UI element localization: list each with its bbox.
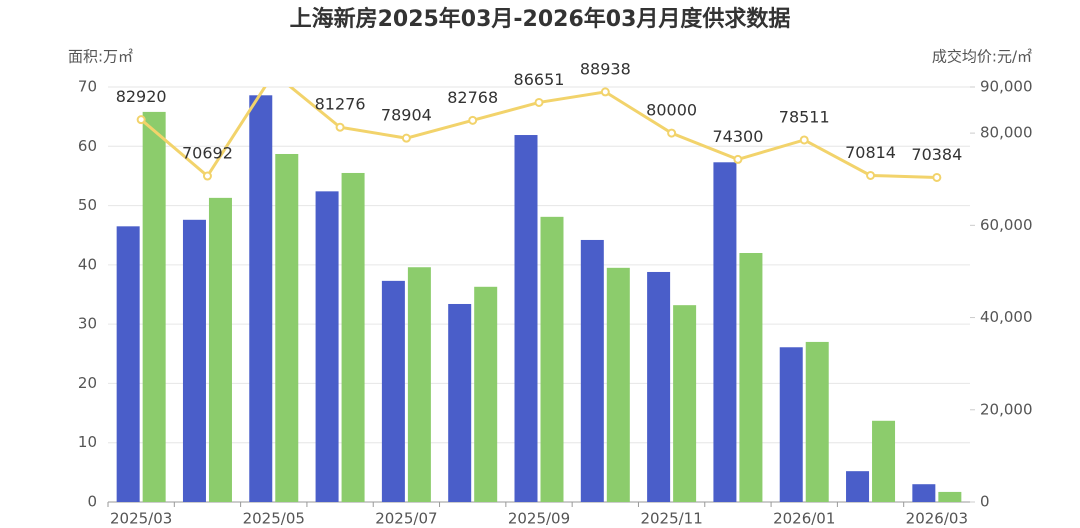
data-label: 74300 xyxy=(712,127,763,146)
bar xyxy=(116,226,140,503)
bar xyxy=(182,219,206,503)
x-tick-label: 2025/07 xyxy=(375,510,437,528)
line-point xyxy=(733,154,743,164)
data-label: 70814 xyxy=(845,143,896,162)
bar xyxy=(846,471,870,502)
x-tick-label: 2025/05 xyxy=(243,510,305,528)
line-point xyxy=(799,135,809,145)
line-point xyxy=(667,128,677,138)
line-point xyxy=(932,172,942,182)
y2-tick-label: 20,000 xyxy=(980,400,1033,418)
data-label: 88938 xyxy=(580,59,631,78)
bar xyxy=(407,267,431,502)
bar xyxy=(448,303,472,502)
bar xyxy=(805,341,829,502)
y2-tick-label: 80,000 xyxy=(980,124,1033,142)
data-label: 81276 xyxy=(315,95,366,114)
x-tick-label: 2025/03 xyxy=(110,510,172,528)
chart-title: 上海新房2025年03月-2026年03月月度供求数据 xyxy=(290,6,791,32)
bar xyxy=(474,286,498,502)
line-point xyxy=(534,97,544,107)
data-label: 78904 xyxy=(381,106,432,125)
y-tick-label: 60 xyxy=(78,137,97,155)
x-tick-label: 2025/09 xyxy=(508,510,570,528)
bar xyxy=(341,172,365,502)
bar xyxy=(275,153,299,502)
x-tick-label: 2025/11 xyxy=(640,510,702,528)
bar xyxy=(540,216,564,503)
bar xyxy=(647,271,671,502)
bar xyxy=(779,347,803,502)
bar xyxy=(912,484,936,502)
bar xyxy=(739,253,763,502)
bar xyxy=(142,111,166,503)
x-tick-label: 2026/03 xyxy=(906,510,968,528)
data-label: 78511 xyxy=(779,107,830,126)
data-label: 70384 xyxy=(911,145,962,164)
bar xyxy=(872,420,896,502)
bar xyxy=(938,491,962,502)
y-tick-label: 20 xyxy=(78,374,97,392)
data-label: 82768 xyxy=(447,88,498,107)
bar xyxy=(713,162,737,503)
line-point xyxy=(401,133,411,143)
line-group xyxy=(136,70,942,182)
y-tick-label: 50 xyxy=(78,196,97,214)
bar xyxy=(514,135,538,502)
y2-tick-label: 60,000 xyxy=(980,216,1033,234)
y-tick-label: 0 xyxy=(87,493,97,511)
y2-tick-label: 0 xyxy=(980,493,990,511)
data-label: 70692 xyxy=(182,144,233,163)
y-tick-label: 40 xyxy=(78,255,97,273)
line-point xyxy=(866,170,876,180)
line-point xyxy=(468,115,478,125)
y2-tick-label: 40,000 xyxy=(980,308,1033,326)
bar xyxy=(673,305,697,502)
line-point xyxy=(202,171,212,181)
y2-tick-label: 90,000 xyxy=(980,78,1033,96)
line-point xyxy=(270,70,277,77)
line-point xyxy=(600,87,610,97)
data-label: 82920 xyxy=(116,87,167,106)
bar xyxy=(249,95,273,503)
y-tick-label: 70 xyxy=(78,78,97,96)
bar xyxy=(208,197,232,502)
bar xyxy=(580,239,604,502)
line-point xyxy=(335,122,345,132)
y-tick-label: 10 xyxy=(78,433,97,451)
bar xyxy=(606,267,630,502)
data-label: 86651 xyxy=(514,70,565,89)
bar xyxy=(381,280,405,502)
x-tick-label: 2026/01 xyxy=(773,510,835,528)
y2-axis-title: 成交均价:元/㎡ xyxy=(932,48,1032,66)
line-point xyxy=(136,115,146,125)
y-axis-title: 面积:万㎡ xyxy=(68,48,133,66)
bar xyxy=(315,191,339,503)
y-tick-label: 30 xyxy=(78,315,97,333)
data-label: 80000 xyxy=(646,101,697,120)
